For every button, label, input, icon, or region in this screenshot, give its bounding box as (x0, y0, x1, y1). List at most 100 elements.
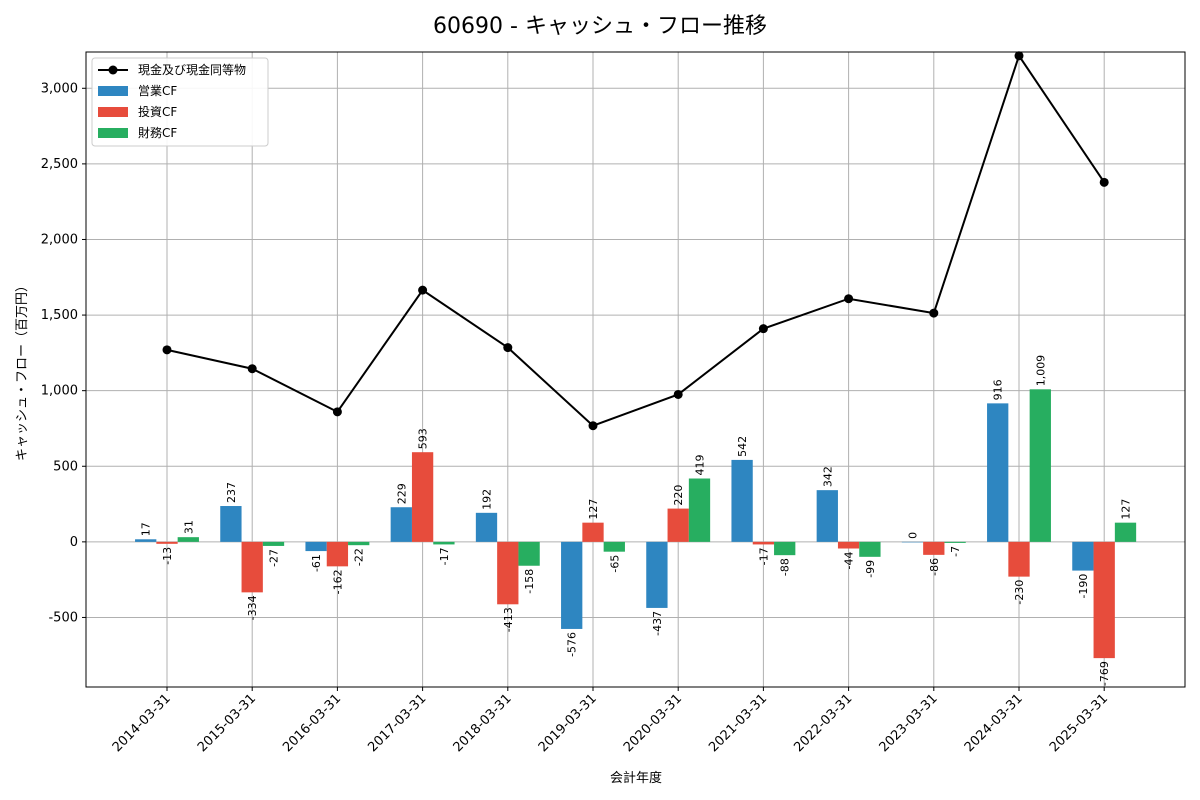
bar-data-label: -576 (566, 632, 579, 657)
bar (1093, 541, 1115, 659)
legend-box (91, 57, 269, 147)
x-tick-label: 2021-03-31 (706, 691, 770, 755)
bar (901, 541, 924, 543)
legend-label: 現金及び現金同等物 (138, 62, 246, 77)
bar-data-label: 542 (736, 436, 749, 457)
cash-balance-point (162, 345, 172, 355)
bar (348, 541, 370, 546)
bar (816, 490, 838, 542)
bar-data-label: -334 (246, 595, 259, 620)
x-tick-label: 2023-03-31 (877, 691, 941, 755)
cash-balance-point (332, 407, 342, 417)
legend-marker (108, 65, 118, 75)
bar-data-label: 342 (821, 466, 834, 487)
bar-data-label: 419 (694, 455, 707, 476)
y-tick-label: -500 (48, 610, 78, 625)
chart-title: 60690 - キャッシュ・フロー推移 (433, 14, 767, 39)
bar (433, 541, 455, 545)
legend-label: 財務CF (138, 125, 177, 140)
bar (497, 541, 519, 605)
bar-data-label: 1,009 (1034, 355, 1047, 387)
bar-data-label: 237 (225, 482, 238, 503)
x-tick-label: 2017-03-31 (365, 691, 429, 755)
bar-data-label: -769 (1098, 661, 1111, 686)
bar-data-label: -17 (438, 547, 451, 565)
bar-data-label: -44 (843, 552, 856, 570)
x-tick-label: 2018-03-31 (451, 691, 515, 755)
x-tick-label: 2020-03-31 (621, 691, 685, 755)
bar (646, 541, 668, 608)
bar-data-label: 229 (395, 483, 408, 504)
y-tick-label: 3,000 (41, 81, 78, 96)
cash-balance-point (758, 324, 768, 334)
y-tick-label: 2,500 (41, 157, 78, 172)
bar (859, 541, 881, 557)
bar (156, 541, 178, 544)
cash-balance-point (673, 389, 683, 399)
cash-balance-line (166, 53, 1106, 427)
bar (1008, 541, 1030, 577)
bar-labels-layer: 17 237 -61 229 192 -576 -437 542 342 0 916 -190 -13 -… (140, 355, 1133, 686)
bar-data-label: -99 (864, 560, 877, 578)
legend-swatch (98, 107, 128, 117)
bar (475, 512, 498, 542)
bar (561, 541, 583, 629)
x-axis-label: 会計年度 (610, 770, 662, 786)
bar-data-label: -7 (949, 546, 962, 557)
legend-label: 投資CF (138, 104, 177, 119)
bar-data-label: -190 (1077, 574, 1090, 599)
bar-data-label: -230 (1013, 580, 1026, 605)
x-tick-label: 2024-03-31 (962, 691, 1026, 755)
bar (1114, 522, 1137, 542)
bar (177, 537, 199, 542)
bar-data-label: 220 (672, 485, 685, 506)
bar-data-label: -61 (310, 554, 323, 572)
bar-data-label: -437 (651, 611, 664, 636)
bar (752, 541, 775, 545)
bar-data-label: 17 (140, 522, 153, 536)
plot-frame (85, 51, 1186, 688)
bar (774, 541, 796, 556)
bar-data-label: -65 (608, 555, 621, 573)
bar-data-label: 31 (182, 520, 195, 534)
cash-balance-point (1014, 51, 1024, 61)
bar-data-label: -413 (502, 607, 515, 632)
legend-swatch (98, 86, 128, 96)
y-tick-label: 1,500 (41, 308, 78, 323)
bar (326, 541, 349, 567)
bar (731, 459, 753, 542)
cash-balance-point (503, 343, 513, 353)
x-tick-label: 2015-03-31 (195, 691, 259, 755)
bars-layer (135, 389, 1137, 659)
y-tick-label: 0 (70, 535, 78, 550)
x-tick-label: 2019-03-31 (536, 691, 600, 755)
bar (987, 403, 1009, 542)
legend-label: 営業CF (138, 84, 177, 98)
cash-balance-point (1099, 177, 1109, 187)
y-tick-label: 500 (53, 459, 78, 474)
bar (837, 541, 860, 549)
bar-data-label: -27 (268, 549, 281, 567)
bar-data-label: 0 (907, 532, 920, 539)
y-tick-label: 2,000 (41, 232, 78, 247)
x-tick-label: 2022-03-31 (791, 691, 855, 755)
bar-data-label: 127 (587, 499, 600, 520)
bar-data-label: -13 (161, 547, 174, 565)
bar-data-label: -17 (757, 547, 770, 565)
bar-data-label: -88 (779, 558, 792, 576)
bar (603, 541, 625, 552)
bar (1072, 541, 1094, 571)
legend-swatch (98, 128, 128, 138)
bar (944, 541, 966, 543)
line-layer (162, 51, 1109, 431)
bar (1029, 389, 1051, 542)
bar-data-label: -86 (928, 558, 941, 576)
bar (241, 541, 263, 593)
bar-data-label: 127 (1120, 499, 1133, 520)
bar (582, 522, 604, 542)
bar (923, 541, 945, 555)
cash-balance-point (929, 308, 939, 318)
bar (411, 452, 434, 542)
bar (688, 478, 711, 542)
